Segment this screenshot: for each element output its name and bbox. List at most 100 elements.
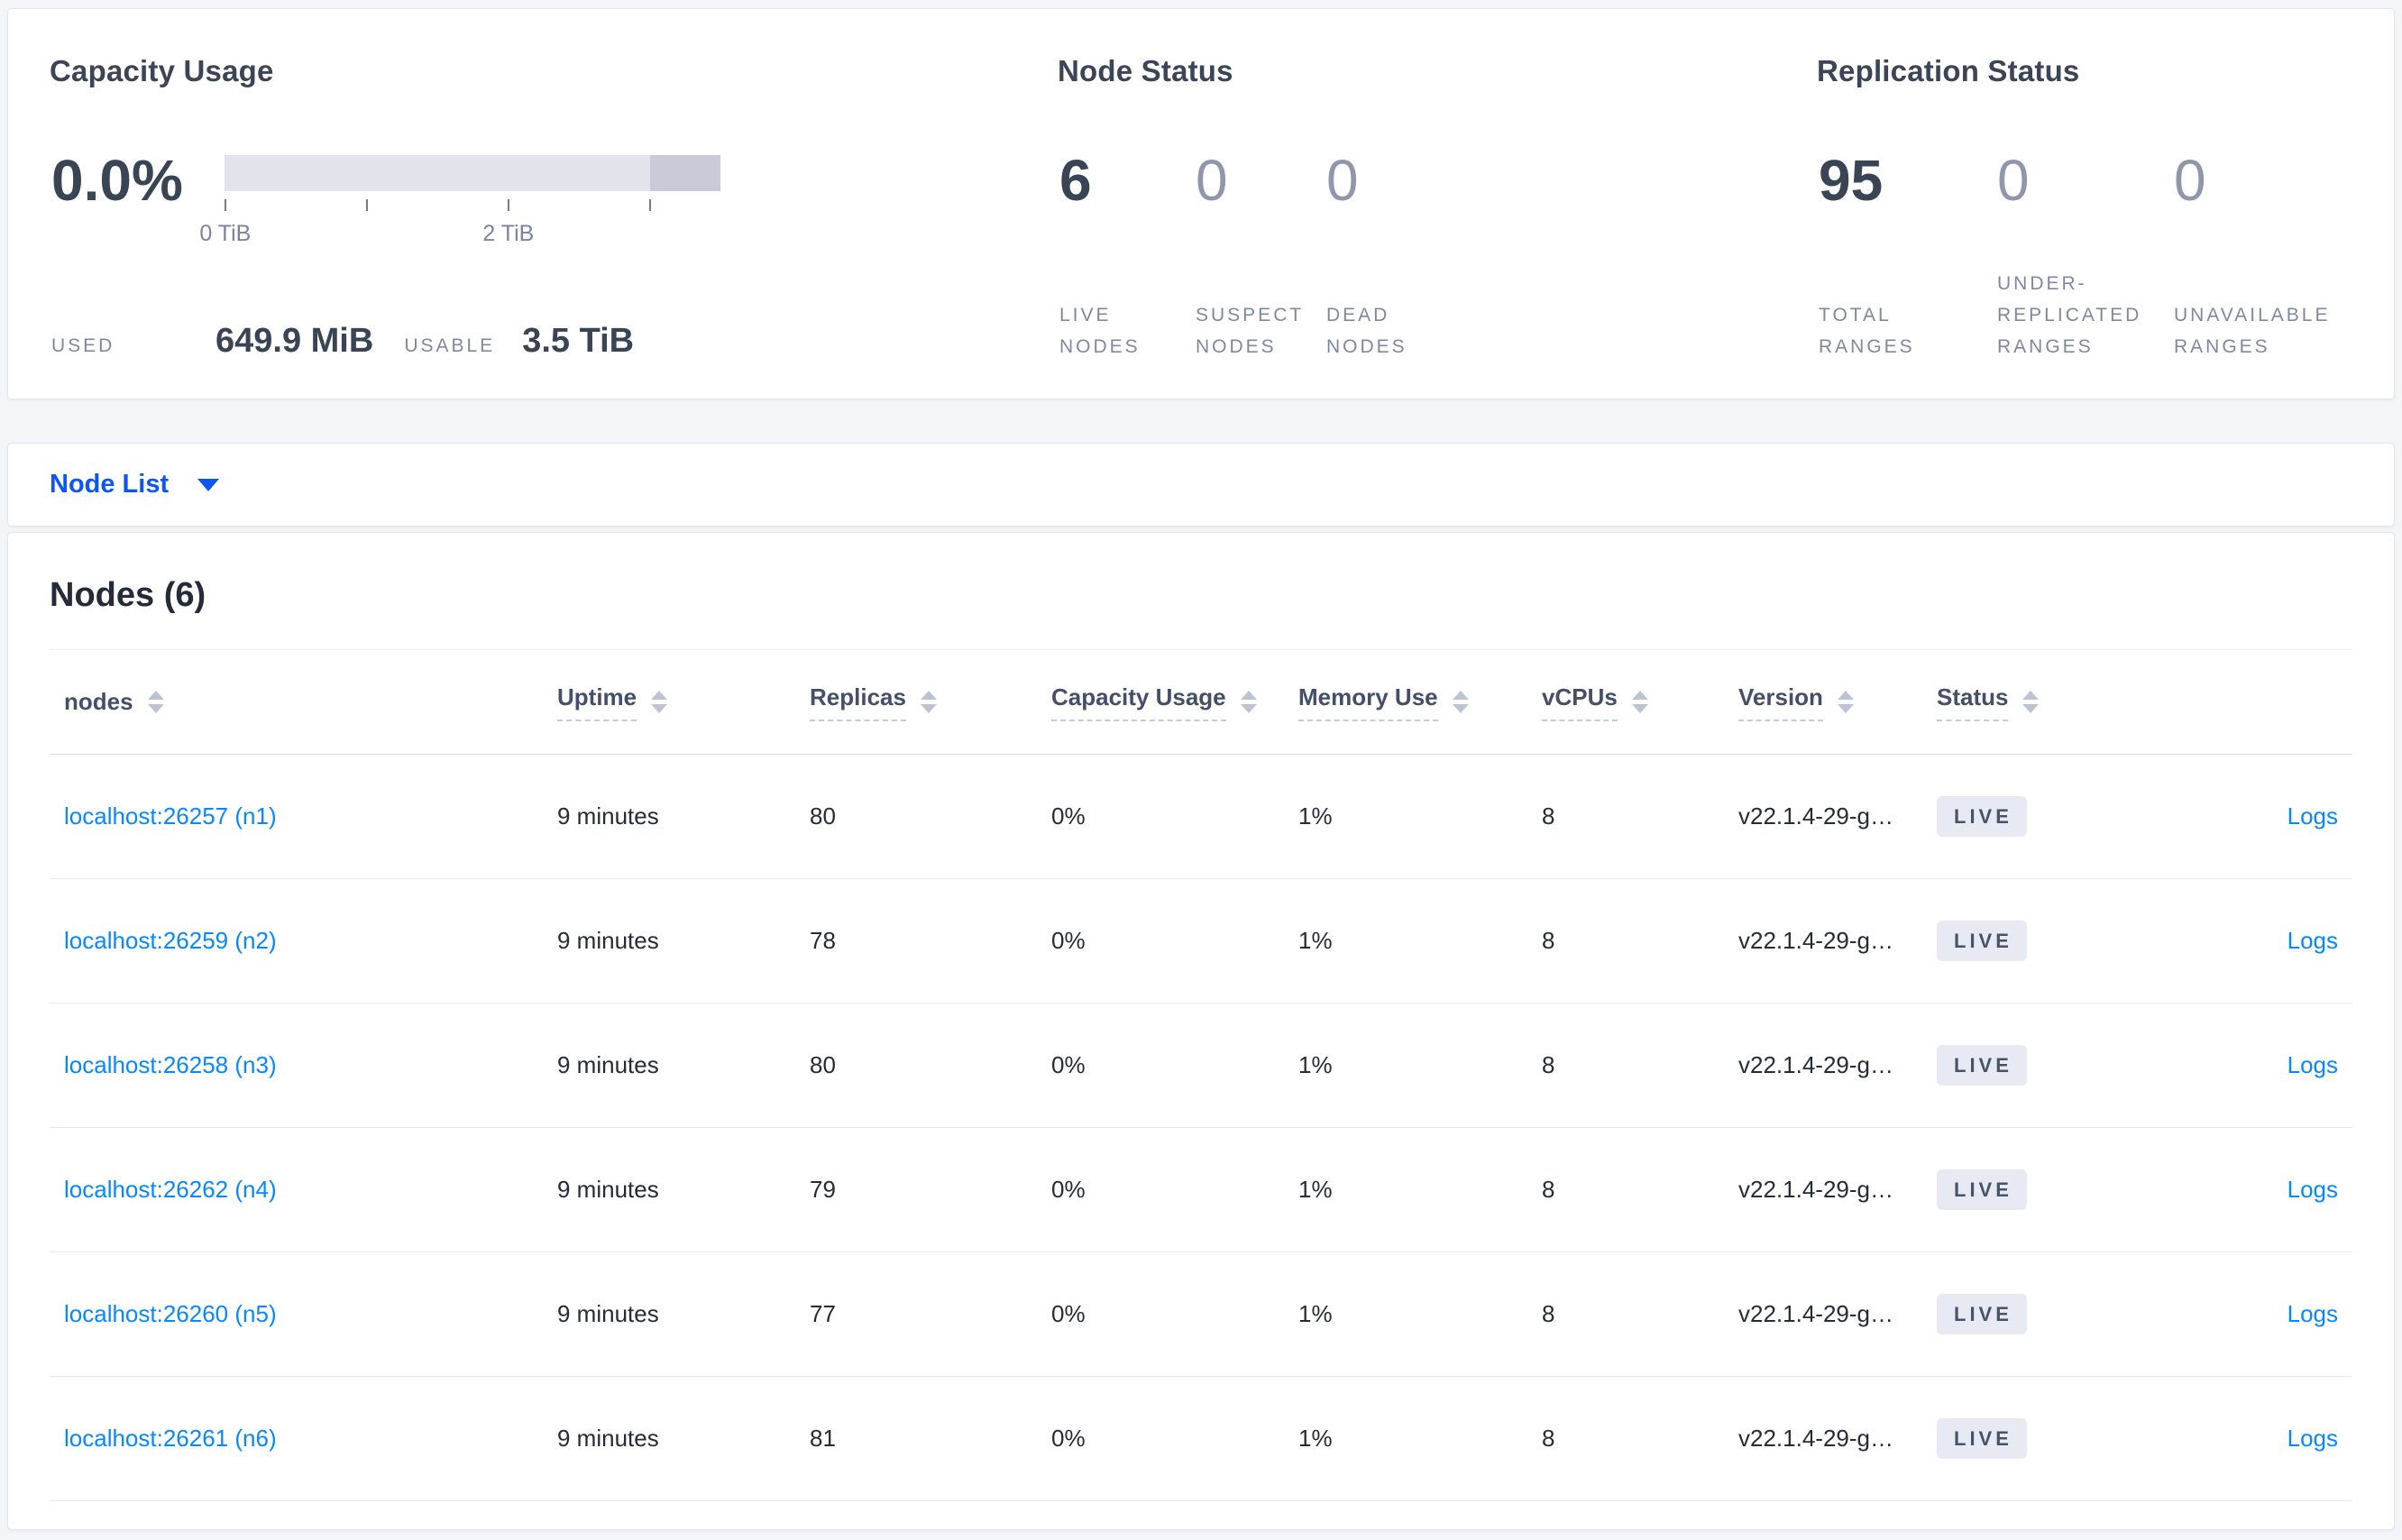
sort-icon — [2022, 691, 2040, 713]
capacity-percent: 0.0% — [51, 148, 183, 213]
view-selector-label: Node List — [50, 470, 170, 499]
version-cell: v22.1.4-29-g… — [1724, 1127, 1922, 1252]
capacity-cell: 0% — [1037, 878, 1284, 1004]
logs-link[interactable]: Logs — [2287, 1176, 2338, 1203]
vcpus-cell: 8 — [1527, 754, 1724, 879]
logs-link[interactable]: Logs — [2287, 1300, 2338, 1327]
sort-icon — [1837, 691, 1854, 713]
sort-icon — [1240, 691, 1257, 713]
table-row: localhost:26258 (n3) 9 minutes 80 0% 1% … — [50, 1003, 2352, 1128]
memory-cell: 1% — [1284, 1376, 1527, 1501]
replication-status-title: Replication Status — [1817, 54, 2080, 87]
node-address-link[interactable]: localhost:26259 (n2) — [64, 927, 277, 954]
capacity-gauge: 0.0% 0 TiB 2 TiB — [51, 148, 720, 246]
logs-link[interactable]: Logs — [2287, 1051, 2338, 1078]
status-badge: LIVE — [1937, 1169, 2027, 1210]
vcpus-cell: 8 — [1527, 1127, 1724, 1252]
capacity-cell: 0% — [1037, 1376, 1284, 1501]
node-address-link[interactable]: localhost:26260 (n5) — [64, 1300, 277, 1327]
node-address-link[interactable]: localhost:26261 (n6) — [64, 1425, 277, 1452]
version-cell: v22.1.4-29-g… — [1724, 1376, 1922, 1501]
logs-link[interactable]: Logs — [2287, 1425, 2338, 1452]
logs-link[interactable]: Logs — [2287, 927, 2338, 954]
uptime-cell: 9 minutes — [543, 878, 795, 1004]
uptime-cell: 9 minutes — [543, 754, 795, 879]
memory-cell: 1% — [1284, 754, 1527, 879]
axis-tick — [507, 199, 509, 211]
capacity-bar: 0 TiB 2 TiB — [199, 155, 720, 246]
view-selector-card: Node List — [7, 443, 2395, 527]
table-row: localhost:26260 (n5) 9 minutes 77 0% 1% … — [50, 1251, 2352, 1377]
live-nodes-stat: 6 LIVE NODES — [1059, 148, 1141, 357]
capacity-cell: 0% — [1037, 1003, 1284, 1128]
status-badge: LIVE — [1937, 1045, 2027, 1086]
axis-tick-label: 0 TiB — [199, 221, 252, 246]
used-value: 649.9 MiB — [215, 322, 374, 360]
memory-cell: 1% — [1284, 1251, 1527, 1377]
capacity-cell: 0% — [1037, 1251, 1284, 1377]
axis-tick — [648, 199, 651, 211]
replication-status-section: Replication Status 95 TOTAL RANGES 0 UND… — [1817, 54, 2394, 362]
chevron-down-icon — [197, 478, 220, 491]
vcpus-cell: 8 — [1527, 1251, 1724, 1377]
replicas-cell: 78 — [795, 878, 1037, 1004]
sort-icon — [920, 691, 937, 713]
version-cell: v22.1.4-29-g… — [1724, 1003, 1922, 1128]
status-badge: LIVE — [1937, 1294, 2027, 1334]
uptime-cell: 9 minutes — [543, 1376, 795, 1501]
node-address-link[interactable]: localhost:26257 (n1) — [64, 802, 277, 830]
table-row: localhost:26261 (n6) 9 minutes 81 0% 1% … — [50, 1376, 2352, 1501]
sort-icon — [651, 691, 668, 713]
node-status-title: Node Status — [1058, 54, 1233, 87]
status-badge: LIVE — [1937, 921, 2027, 961]
replicas-cell: 80 — [795, 1003, 1037, 1128]
column-header-capacity-usage[interactable]: Capacity Usage — [1037, 650, 1284, 755]
axis-tick-label: 2 TiB — [482, 221, 535, 246]
sort-icon — [1631, 691, 1648, 713]
table-row: localhost:26262 (n4) 9 minutes 79 0% 1% … — [50, 1127, 2352, 1252]
view-selector-dropdown[interactable]: Node List — [50, 470, 220, 500]
column-header-uptime[interactable]: Uptime — [543, 650, 795, 755]
unavailable-ranges-stat: 0 UNAVAILABLE RANGES — [2174, 148, 2331, 357]
memory-cell: 1% — [1284, 1127, 1527, 1252]
node-status-section: Node Status 6 LIVE NODES 0 SUSPECT NODES… — [1058, 54, 1779, 362]
total-ranges-stat: 95 TOTAL RANGES — [1819, 148, 1915, 357]
dead-nodes-stat: 0 DEAD NODES — [1326, 148, 1407, 357]
memory-cell: 1% — [1284, 878, 1527, 1004]
axis-tick — [224, 199, 226, 211]
column-header-version[interactable]: Version — [1724, 650, 1922, 755]
version-cell: v22.1.4-29-g… — [1724, 878, 1922, 1004]
version-cell: v22.1.4-29-g… — [1724, 754, 1922, 879]
nodes-table-title: Nodes (6) — [50, 576, 206, 614]
capacity-bar-reserved-segment — [649, 155, 720, 191]
divider — [50, 649, 2352, 650]
capacity-bar-track — [224, 155, 720, 191]
vcpus-cell: 8 — [1527, 1376, 1724, 1501]
node-address-link[interactable]: localhost:26262 (n4) — [64, 1176, 277, 1203]
capacity-stats: USED 649.9 MiB USABLE 3.5 TiB — [51, 322, 634, 361]
column-header-vcpus[interactable]: vCPUs — [1527, 650, 1724, 755]
vcpus-cell: 8 — [1527, 878, 1724, 1004]
memory-cell: 1% — [1284, 1003, 1527, 1128]
column-header-replicas[interactable]: Replicas — [795, 650, 1037, 755]
column-header-nodes[interactable]: nodes — [50, 650, 543, 755]
uptime-cell: 9 minutes — [543, 1127, 795, 1252]
replicas-cell: 81 — [795, 1376, 1037, 1501]
vcpus-cell: 8 — [1527, 1003, 1724, 1128]
replicas-cell: 80 — [795, 754, 1037, 879]
status-badge: LIVE — [1937, 796, 2027, 837]
column-header-status[interactable]: Status — [1922, 650, 2121, 755]
under-replicated-ranges-stat: 0 UNDER-REPLICATED RANGES — [1997, 148, 2142, 357]
used-label: USED — [51, 335, 115, 356]
table-row: localhost:26259 (n2) 9 minutes 78 0% 1% … — [50, 878, 2352, 1004]
column-header-memory-use[interactable]: Memory Use — [1284, 650, 1527, 755]
table-header-row: nodes Uptime Replicas Capacity Usage Mem… — [50, 650, 2352, 755]
table-row: localhost:26257 (n1) 9 minutes 80 0% 1% … — [50, 754, 2352, 879]
logs-link[interactable]: Logs — [2287, 802, 2338, 830]
node-address-link[interactable]: localhost:26258 (n3) — [64, 1051, 277, 1078]
sort-icon — [147, 691, 164, 713]
capacity-axis: 0 TiB 2 TiB — [199, 199, 720, 246]
usable-value: 3.5 TiB — [522, 322, 635, 360]
capacity-cell: 0% — [1037, 754, 1284, 879]
